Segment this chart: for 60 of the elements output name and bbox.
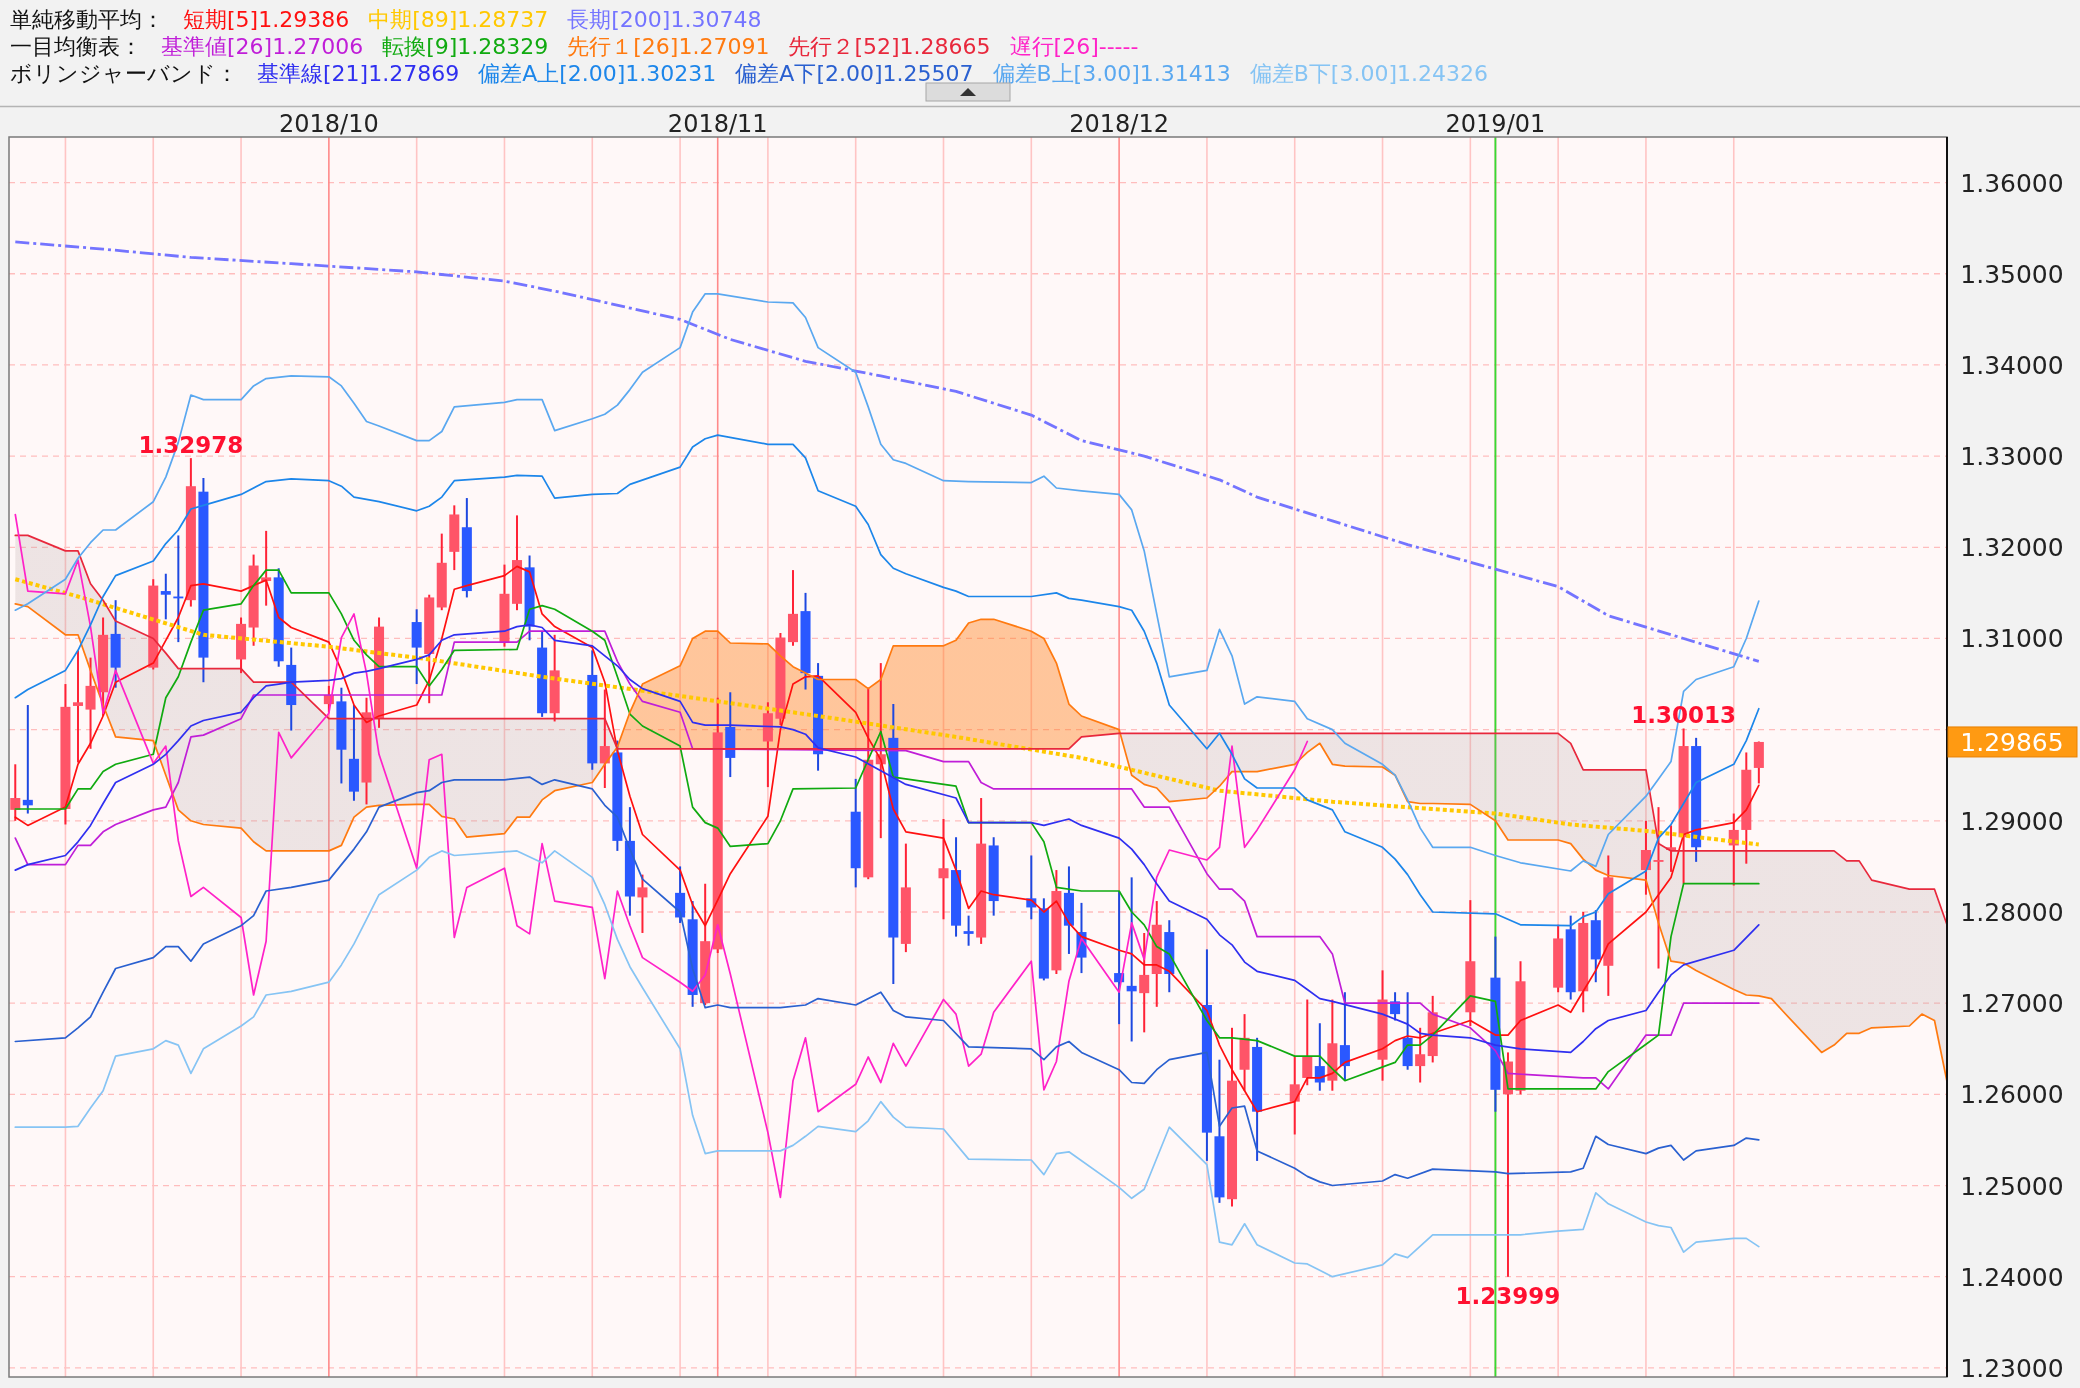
text: 偏差B上[3.00]1.31413 xyxy=(992,61,1231,86)
text: 基準値[26]1.27006 xyxy=(161,34,364,59)
y-tick-label: 1.33000 xyxy=(1960,442,2064,472)
x-tick-label: 2018/11 xyxy=(667,110,768,138)
line-series xyxy=(13,577,1761,847)
line-series xyxy=(14,776,1760,1187)
x-tick-label: 2018/12 xyxy=(1069,110,1169,138)
y-tick-label: 1.31000 xyxy=(1960,624,2064,654)
text: 先行１[26]1.27091 xyxy=(567,34,770,59)
line-series xyxy=(14,513,1309,1199)
y-tick-label: 1.26000 xyxy=(1960,1080,2064,1110)
line-series xyxy=(14,434,1760,927)
text: 先行２[52]1.28665 xyxy=(788,34,991,59)
candlestick xyxy=(160,572,171,621)
candlestick xyxy=(1126,876,1137,1043)
text: 単純移動平均： xyxy=(10,7,164,32)
text: 転換[9]1.28329 xyxy=(382,34,549,59)
x-tick-label: 2018/10 xyxy=(279,110,379,138)
y-tick-label: 1.25000 xyxy=(1960,1171,2064,1201)
candlestick xyxy=(1415,1026,1426,1084)
y-tick-label: 1.23000 xyxy=(1960,1353,2064,1383)
y-tick-label: 1.35000 xyxy=(1960,259,2064,289)
candlestick xyxy=(72,649,84,764)
candlestick xyxy=(963,914,974,947)
text: 基準線[21]1.27869 xyxy=(257,61,460,86)
text: ボリンジャーバンド： xyxy=(10,61,238,86)
line-series xyxy=(14,850,1760,1278)
y-tick-label: 1.28000 xyxy=(1960,898,2064,927)
candlestick xyxy=(261,529,272,607)
candlestick xyxy=(637,873,648,934)
candlestick xyxy=(1339,991,1350,1082)
candlestick xyxy=(1302,998,1313,1087)
candlestick xyxy=(85,656,96,750)
y-tick-label: 1.32000 xyxy=(1960,533,2064,563)
text: 中期[89]1.28737 xyxy=(368,7,549,32)
y-tick-label: 1.29000 xyxy=(1960,806,2064,836)
text: 1.29865 xyxy=(1960,727,2064,757)
text: 遅行[26]----- xyxy=(1009,34,1139,59)
candlestick xyxy=(10,763,21,822)
line-series xyxy=(14,292,1760,872)
line-series xyxy=(13,240,1761,663)
text: 一目均衡表： xyxy=(10,34,142,59)
text: 短期[5]1.29386 xyxy=(183,7,350,32)
candlestick xyxy=(1289,1055,1300,1136)
y-tick-label: 1.24000 xyxy=(1960,1262,2064,1292)
text: 偏差B下[3.00]1.24326 xyxy=(1249,61,1488,86)
candlestick xyxy=(938,818,949,921)
y-tick-label: 1.36000 xyxy=(1960,168,2064,198)
text: 偏差A上[2.00]1.30231 xyxy=(478,61,717,86)
y-tick-label: 1.27000 xyxy=(1960,989,2064,1019)
line-series xyxy=(14,534,1947,926)
candlestick xyxy=(1314,1022,1325,1092)
candlestick xyxy=(22,704,33,815)
x-tick-label: 2019/01 xyxy=(1445,110,1546,138)
y-tick-label: 1.34000 xyxy=(1960,350,2064,380)
text: 長期[200]1.30748 xyxy=(567,7,762,32)
candlestick xyxy=(599,688,610,789)
text: 偏差A下[2.00]1.25507 xyxy=(735,61,974,86)
candlestick xyxy=(1653,806,1664,970)
candlestick xyxy=(1139,931,1150,1034)
